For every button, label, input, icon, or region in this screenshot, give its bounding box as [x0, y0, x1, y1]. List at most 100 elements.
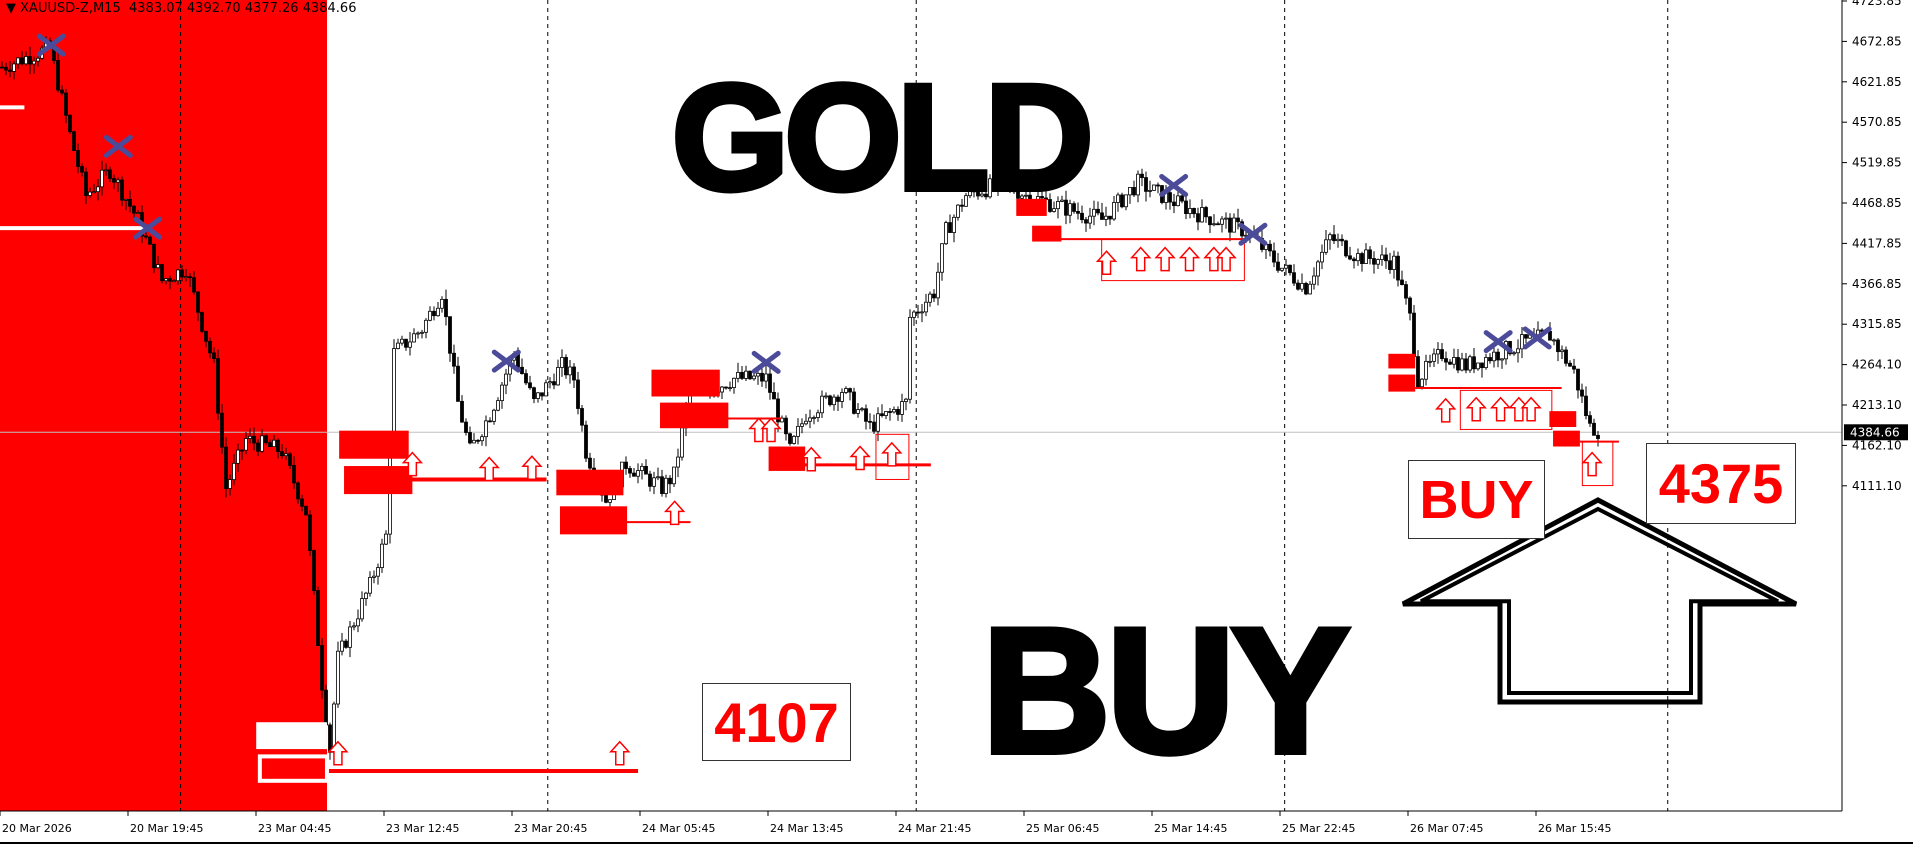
candle-body — [356, 618, 360, 627]
candle-body — [576, 379, 580, 409]
candle-body — [780, 417, 784, 423]
candle-body — [904, 398, 908, 402]
candle-body — [1108, 215, 1112, 220]
candle-body — [760, 372, 764, 382]
up-arrow-icon — [1508, 396, 1530, 422]
candle-body — [668, 477, 672, 485]
candle-body — [652, 477, 656, 487]
candle-body — [852, 391, 856, 414]
candle-body — [936, 271, 940, 299]
label-box-4375[interactable]: 4375 — [1646, 443, 1796, 524]
candle-body — [632, 472, 636, 477]
up-arrow-icon — [1130, 246, 1152, 272]
candle-body — [324, 689, 328, 726]
cross-icon — [36, 33, 66, 57]
candle-body — [452, 352, 456, 367]
candle-body — [432, 310, 436, 317]
candle-body — [212, 352, 216, 359]
candle-body — [1436, 349, 1440, 355]
candle-body — [1208, 216, 1212, 226]
price-tick-label: 4315.85 — [1852, 317, 1902, 331]
time-tick-label: 25 Mar 22:45 — [1282, 822, 1355, 835]
price-tick-label: 4366.85 — [1852, 277, 1902, 291]
time-tick-label: 20 Mar 2026 — [2, 822, 72, 835]
cross-icon — [1522, 326, 1552, 350]
candle-body — [296, 482, 300, 500]
candle-body — [836, 396, 840, 402]
candle-body — [964, 195, 968, 207]
candle-body — [1328, 234, 1332, 241]
candle-body — [1296, 282, 1300, 290]
candle-body — [880, 413, 884, 416]
candle-body — [1284, 264, 1288, 269]
signal-box — [1581, 441, 1614, 487]
candle-body — [856, 409, 860, 414]
candle-body — [60, 89, 64, 94]
candle-body — [1012, 183, 1016, 193]
candle-body — [380, 543, 384, 568]
candle-body — [144, 235, 148, 238]
candle-body — [168, 278, 172, 282]
candle-body — [476, 439, 480, 442]
time-tick-label: 23 Mar 04:45 — [258, 822, 331, 835]
candle-body — [136, 212, 140, 214]
candle-body — [4, 66, 8, 71]
candle-body — [1336, 238, 1340, 242]
candle-body — [160, 264, 164, 282]
candle-body — [84, 171, 88, 196]
up-arrow-icon — [1215, 246, 1237, 272]
up-arrow-icon — [1435, 397, 1457, 423]
candle-body — [1344, 240, 1348, 257]
time-tick-label: 26 Mar 15:45 — [1538, 822, 1611, 835]
candle-body — [208, 340, 212, 354]
candle-body — [100, 169, 104, 188]
candle-body — [1236, 217, 1240, 223]
candle-body — [908, 316, 912, 400]
candle-body — [368, 577, 372, 594]
candle-body — [1024, 194, 1028, 197]
candle-body — [1088, 215, 1092, 224]
candle-body — [1396, 255, 1400, 281]
candle-body — [448, 316, 452, 354]
candle-body — [404, 338, 408, 348]
up-arrow-icon — [663, 500, 686, 526]
candle-body — [320, 645, 324, 691]
candle-body — [1232, 217, 1236, 233]
order-block — [651, 369, 720, 397]
candle-body — [824, 395, 828, 398]
open-value: 4383.07 — [129, 1, 183, 16]
order-block — [1388, 353, 1416, 369]
candle-body — [656, 476, 660, 479]
candle-body — [896, 409, 900, 415]
candle-body — [544, 382, 548, 397]
candle-body — [1272, 250, 1276, 263]
candle-body — [68, 114, 72, 133]
candle-body — [1556, 339, 1560, 353]
candle-body — [132, 205, 136, 214]
candle-body — [1152, 184, 1156, 191]
candle-body — [1576, 368, 1580, 391]
label-box-4107[interactable]: 4107 — [702, 683, 851, 761]
candle-body — [1056, 201, 1060, 210]
candle-body — [584, 424, 588, 459]
candle-body — [116, 179, 120, 183]
candle-body — [648, 473, 652, 487]
order-block — [556, 469, 624, 496]
cross-icon — [1159, 173, 1189, 197]
up-arrow-icon — [748, 417, 770, 443]
collapse-triangle-icon[interactable]: ▼ — [6, 1, 16, 16]
red-zone — [0, 0, 327, 811]
candle-body — [832, 396, 836, 406]
candle-body — [1224, 217, 1228, 220]
candle-body — [1464, 358, 1468, 371]
up-arrow-icon — [521, 455, 543, 481]
candle-body — [1444, 358, 1448, 363]
candle-body — [952, 216, 956, 233]
candle-body — [804, 420, 808, 425]
candle-body — [552, 381, 556, 386]
candle-body — [1520, 334, 1524, 350]
label-box-buy[interactable]: BUY — [1408, 460, 1545, 539]
candle-body — [728, 387, 732, 389]
candle-body — [1072, 203, 1076, 212]
